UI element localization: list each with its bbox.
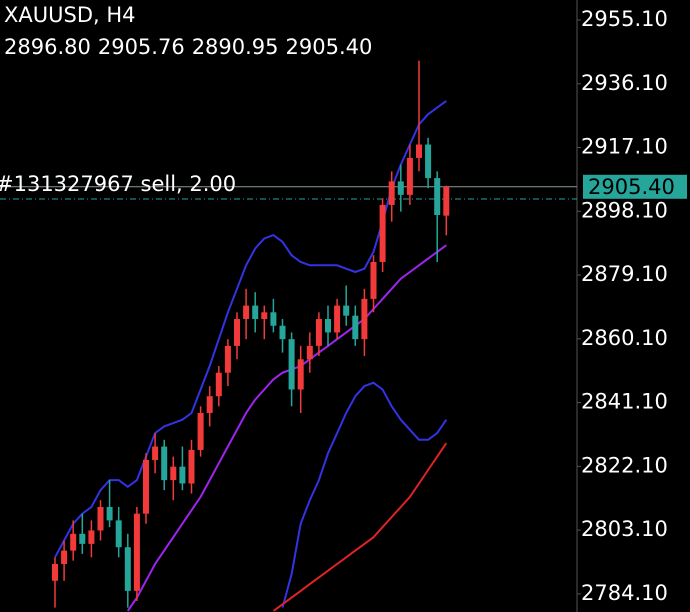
candle-body [379, 204, 386, 262]
candle-body [188, 449, 195, 484]
candle-body [397, 181, 404, 195]
ohlc-low: 2890.95 [192, 35, 279, 59]
indicator-line [272, 442, 448, 612]
candle-body [61, 550, 68, 565]
symbol-title: XAUUSD, H4 [4, 3, 136, 27]
price-tag [583, 174, 687, 199]
y-tick-label: 2936.10 [581, 71, 668, 95]
y-tick-label: 2841.10 [581, 390, 668, 414]
ohlc-open: 2896.80 [4, 35, 91, 59]
y-tick-label: 2898.10 [581, 198, 668, 222]
y-tick-label: 2784.10 [581, 581, 668, 605]
y-tick-label: 2955.10 [581, 7, 668, 31]
candle-body [434, 178, 441, 215]
candle-body [79, 533, 86, 544]
candle-body [115, 520, 122, 548]
candle-body [106, 506, 113, 521]
y-tick-label: 2803.10 [581, 517, 668, 541]
ohlc-high: 2905.76 [98, 35, 185, 59]
candle-body [143, 459, 149, 514]
candle-body [252, 305, 259, 320]
ohlc-info: 2896.80 2905.76 2890.95 2905.40 [4, 35, 372, 59]
candle-body [224, 345, 231, 373]
candle-body [352, 315, 359, 340]
candle-body [279, 325, 286, 340]
y-tick-label: 2822.10 [581, 453, 668, 477]
candle-body [306, 345, 313, 360]
y-tick-label: 2860.10 [581, 326, 668, 350]
candle-body [234, 319, 240, 346]
y-tick-label: 2917.10 [581, 135, 668, 159]
candle-body [133, 513, 140, 591]
candle-body [170, 466, 177, 481]
y-tick-label: 2879.10 [581, 262, 668, 286]
candle-body [88, 530, 95, 544]
candle-body [215, 372, 222, 397]
candle-body [288, 339, 295, 390]
candle-body [297, 359, 304, 390]
candle-body [270, 312, 277, 326]
candle-body [361, 298, 368, 340]
candle-body [97, 506, 104, 531]
candle-body [343, 305, 350, 316]
indicator-line [126, 244, 447, 612]
candle-body [152, 446, 159, 460]
candle-body [416, 144, 422, 158]
candle-body [124, 547, 131, 591]
candle-body [52, 564, 58, 581]
price-tag-label: 2905.40 [588, 175, 675, 199]
candle-body [197, 412, 204, 450]
indicator-line [281, 381, 448, 608]
candle-body [161, 446, 168, 481]
candle-body [261, 312, 268, 320]
candle-body [443, 186, 450, 216]
candle-body [70, 533, 77, 551]
candle-body [206, 396, 213, 413]
order-label: #131327967 sell, 2.00 [0, 172, 236, 196]
candle-body [179, 466, 186, 484]
candle-body [325, 319, 331, 333]
candle-body [334, 305, 341, 333]
ohlc-close: 2905.40 [286, 35, 373, 59]
candle-body [425, 144, 432, 179]
indicator-line [54, 100, 447, 558]
candle-body [406, 157, 413, 195]
candle-body [315, 319, 322, 346]
candle-body [243, 305, 250, 320]
candle-body [388, 181, 395, 205]
candle-body [370, 261, 377, 299]
